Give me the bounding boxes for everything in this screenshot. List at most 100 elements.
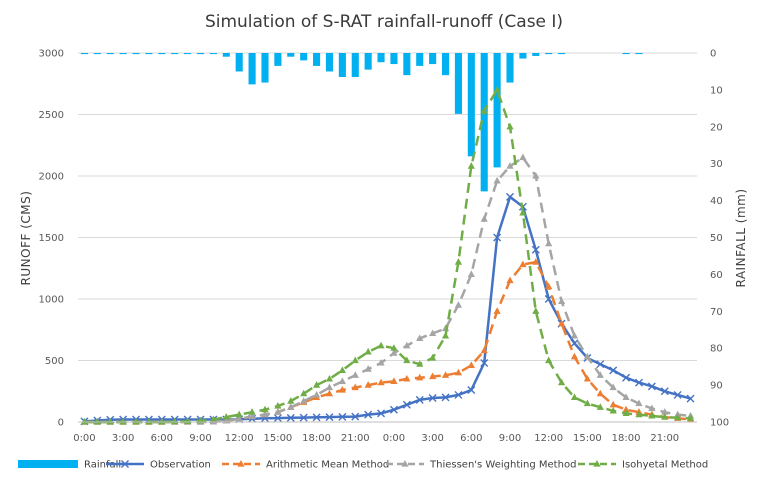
isohyetal-method-point: [222, 413, 230, 420]
arithmetic-mean-method-point: [545, 282, 553, 290]
rainfall-bar: [209, 53, 217, 55]
observation-point: [312, 413, 321, 422]
arithmetic-mean-method-point: [583, 374, 591, 382]
isohyetal-method-point: [377, 341, 385, 349]
rainfall-bar: [351, 53, 359, 77]
y-left-tick-label: 0: [58, 418, 64, 429]
legend-label: Arithmetic Mean Method: [266, 460, 389, 471]
isohyetal-method-point: [493, 85, 501, 93]
isohyetal-method-point: [506, 122, 514, 130]
rainfall-bar: [261, 53, 269, 83]
thiessen-s-weighting-method-point: [622, 393, 630, 400]
isohyetal-method-point: [622, 409, 630, 416]
isohyetal-method-point: [235, 410, 243, 418]
arithmetic-mean-method-point: [557, 319, 566, 327]
legend-marker: [237, 460, 245, 467]
rainfall-bar: [403, 53, 411, 76]
arithmetic-mean-method-point: [532, 258, 540, 265]
isohyetal-method-point: [596, 403, 604, 410]
thiessen-s-weighting-method-point: [300, 397, 308, 404]
thiessen-s-weighting-method-point: [248, 412, 256, 420]
observation-point: [647, 382, 656, 391]
isohyetal-method-point: [416, 360, 424, 367]
thiessen-s-weighting-method-point: [661, 408, 669, 415]
x-tick-label: 15:00: [573, 433, 602, 444]
rainfall-bar: [493, 53, 501, 168]
y-axis-left-title: RUNOFF (CMS): [19, 191, 33, 286]
y-right-tick-label: 80: [710, 344, 723, 355]
y-left-tick-label: 3000: [39, 49, 64, 60]
observation-point: [596, 360, 605, 369]
arithmetic-mean-method-line: [84, 260, 691, 424]
rainfall-bar: [519, 53, 527, 59]
isohyetal-method-point: [661, 413, 669, 420]
isohyetal-method-point: [106, 418, 114, 425]
rainfall-bars: [80, 53, 643, 192]
observation-point: [377, 409, 386, 418]
y-left-tick-label: 1000: [39, 295, 64, 306]
thiessen-s-weighting-method-point: [454, 301, 463, 308]
isohyetal-method-point: [532, 307, 540, 314]
rainfall-bar: [325, 53, 334, 72]
y-right-tick-label: 70: [710, 307, 723, 318]
thiessen-s-weighting-method-point: [351, 371, 359, 378]
y-right-tick-label: 40: [710, 196, 723, 207]
axes: 0 500 1000 1500 2000 2500 3000 0 10 20 30 40 50 60 70 8…: [39, 49, 730, 445]
x-tick-label: 9:00: [189, 433, 211, 444]
thiessen-s-weighting-method-point: [648, 404, 656, 412]
x-tick-label: 9:00: [499, 433, 521, 444]
y-left-tick-label: 2500: [39, 110, 64, 121]
legend-label: Thiessen's Weighting Method: [429, 460, 576, 471]
thiessen-s-weighting-method-point: [545, 239, 553, 247]
rainfall-bar: [106, 53, 114, 55]
observation-point: [402, 400, 411, 409]
rainfall-bar: [93, 53, 101, 55]
isohyetal-method-point: [312, 381, 321, 388]
thiessen-s-weighting-method-point: [390, 349, 398, 356]
rainfall-bar: [145, 53, 153, 55]
x-tick-label: 12:00: [534, 433, 563, 444]
arithmetic-mean-method-point: [596, 389, 604, 397]
arithmetic-mean-method-point: [480, 346, 488, 354]
arithmetic-mean-method-point: [416, 373, 424, 381]
rainfall-bar: [132, 53, 140, 55]
rainfall-bar: [558, 53, 566, 55]
y-left-tick-label: 2000: [39, 172, 64, 183]
observation-point: [660, 387, 669, 396]
isohyetal-method-point: [248, 408, 256, 415]
isohyetal-method-point: [480, 106, 488, 114]
arithmetic-mean-method-point: [570, 352, 579, 360]
thiessen-s-weighting-method-point: [403, 341, 411, 349]
y-right-tick-label: 100: [710, 418, 729, 429]
isohyetal-method-point: [80, 418, 89, 425]
arithmetic-mean-method-point: [622, 405, 630, 413]
thiessen-s-weighting-method-point: [261, 410, 269, 418]
y-axis-right-title: RAINFALL (mm): [734, 188, 748, 287]
isohyetal-method-point: [454, 258, 463, 265]
isohyetal-method-point: [325, 374, 334, 382]
rainfall-bar: [287, 53, 295, 57]
isohyetal-method-point: [132, 418, 140, 425]
isohyetal-method-point: [171, 417, 179, 425]
rainfall-bar: [171, 53, 179, 55]
observation-point: [364, 410, 373, 419]
thiessen-s-weighting-method-point: [480, 215, 488, 222]
arithmetic-mean-method-point: [467, 361, 475, 369]
rainfall-bar: [80, 53, 88, 55]
isohyetal-method-point: [570, 393, 579, 400]
rainfall-bar: [532, 53, 540, 56]
observation-point: [634, 378, 643, 387]
isohyetal-method-point: [300, 389, 308, 397]
x-tick-label: 21:00: [650, 433, 679, 444]
x-tick-label: 15:00: [263, 433, 292, 444]
rainfall-bar: [158, 53, 166, 55]
isohyetal-method-point: [390, 344, 398, 351]
thiessen-s-weighting-method-point: [287, 403, 295, 410]
thiessen-s-weighting-method-point: [416, 334, 424, 341]
isohyetal-method-point: [119, 418, 127, 425]
y-right-tick-label: 20: [710, 122, 723, 133]
arithmetic-mean-method-point: [506, 276, 514, 284]
rainfall-bar: [635, 53, 643, 55]
thiessen-s-weighting-method-point: [364, 365, 372, 372]
rainfall-bar: [119, 53, 127, 55]
